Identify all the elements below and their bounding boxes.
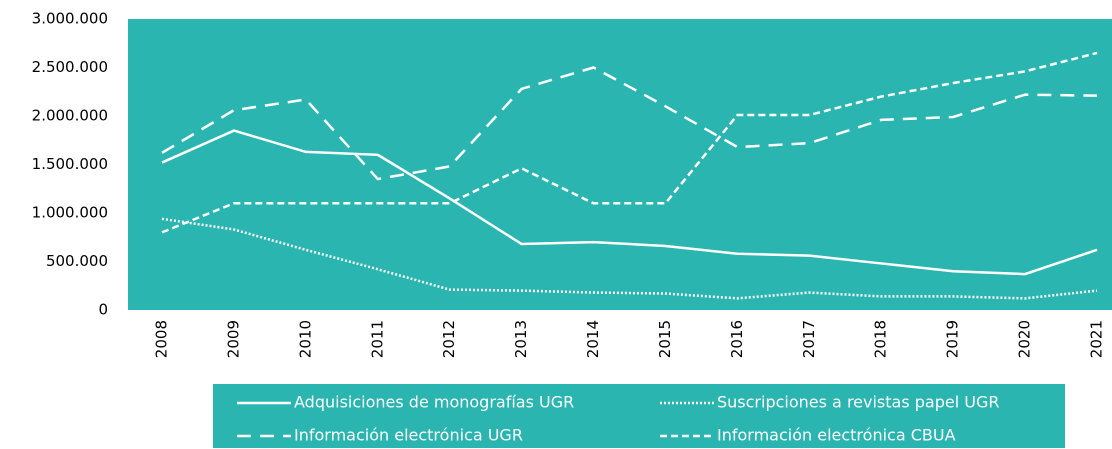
y-tick-label: 0 bbox=[98, 301, 108, 319]
x-tick-label: 2016 bbox=[728, 320, 746, 358]
series-line bbox=[161, 129, 1098, 276]
legend-label: Suscripciones a revistas papel UGR bbox=[717, 393, 999, 412]
legend-label: Información electrónica CBUA bbox=[717, 426, 956, 445]
x-tick-label: 2009 bbox=[224, 320, 242, 358]
y-tick-label: 1.000.000 bbox=[32, 204, 108, 222]
series-line bbox=[161, 51, 1098, 234]
series-line bbox=[161, 66, 1098, 181]
legend-box bbox=[213, 384, 1065, 448]
x-tick-label: 2019 bbox=[944, 320, 962, 358]
x-tick-label: 2008 bbox=[153, 320, 171, 358]
legend-label: Adquisiciones de monografías UGR bbox=[294, 393, 574, 412]
x-tick-label: 2018 bbox=[872, 320, 890, 358]
series-line bbox=[161, 217, 1098, 300]
plot-area bbox=[128, 19, 1112, 310]
y-tick-label: 1.500.000 bbox=[32, 155, 108, 173]
x-tick-label: 2012 bbox=[440, 320, 458, 358]
x-tick-label: 2017 bbox=[800, 320, 818, 358]
x-tick-label: 2011 bbox=[368, 320, 386, 358]
x-tick-label: 2020 bbox=[1016, 320, 1034, 358]
y-tick-label: 2.500.000 bbox=[32, 58, 108, 76]
y-tick-label: 3.000.000 bbox=[32, 10, 108, 28]
x-tick-label: 2021 bbox=[1088, 320, 1106, 358]
y-tick-label: 2.000.000 bbox=[32, 107, 108, 125]
legend-label: Información electrónica UGR bbox=[294, 426, 523, 445]
x-tick-label: 2015 bbox=[656, 320, 674, 358]
x-tick-label: 2010 bbox=[296, 320, 314, 358]
x-tick-label: 2013 bbox=[512, 320, 530, 358]
y-tick-label: 500.000 bbox=[46, 252, 108, 270]
x-tick-label: 2014 bbox=[584, 320, 602, 358]
